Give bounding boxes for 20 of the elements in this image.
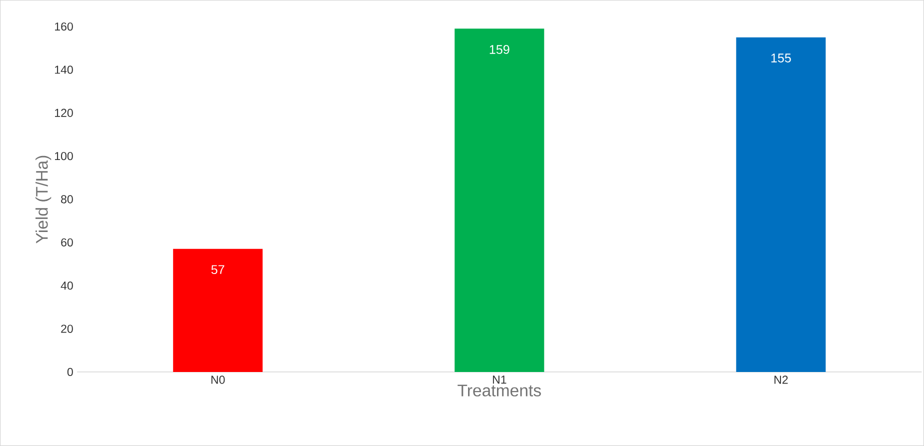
y-tick-label: 20 — [61, 324, 73, 333]
y-tick-label: 0 — [67, 368, 73, 376]
bar — [454, 28, 544, 372]
x-tick-label: N1 — [492, 376, 506, 384]
y-tick-label: 80 — [61, 195, 73, 204]
data-label: 159 — [490, 45, 510, 54]
y-tick-label: 160 — [55, 22, 73, 31]
y-tick-label: 60 — [61, 238, 73, 247]
data-label: 155 — [771, 54, 791, 62]
y-tick-label: 40 — [60, 282, 73, 290]
y-tick-label: 120 — [55, 108, 73, 118]
x-tick-label: N0 — [211, 376, 225, 384]
y-tick-label: 100 — [55, 152, 73, 160]
bar — [173, 248, 263, 372]
x-tick-label: N2 — [774, 376, 788, 384]
y-tick-label: 140 — [55, 66, 73, 74]
x-axis-title: Treatments — [458, 384, 541, 396]
bar — [736, 37, 826, 372]
y-axis-title: Yield (T/Ha) — [36, 156, 52, 244]
data-label: 57 — [211, 265, 224, 274]
